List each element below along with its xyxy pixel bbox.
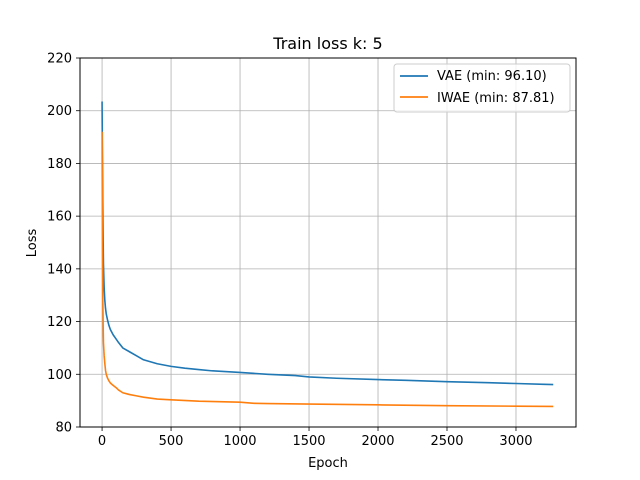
y-tick-label: 200 <box>47 104 72 119</box>
y-axis-label: Loss <box>25 229 40 258</box>
legend-box <box>393 63 571 113</box>
x-tick-label: 2500 <box>430 434 463 449</box>
x-tick-label: 0 <box>98 434 106 449</box>
series-line-0 <box>101 101 554 386</box>
x-axis-label: Epoch <box>308 456 348 471</box>
series-layer <box>101 101 554 408</box>
y-tick-label: 160 <box>47 210 72 225</box>
series-line-1 <box>101 131 554 408</box>
plot-frame <box>79 57 577 428</box>
x-tick-label: 1500 <box>292 434 325 449</box>
legend-label-iwae: IWAE (min: 87.81) <box>437 91 555 106</box>
x-tick-label: 500 <box>159 434 184 449</box>
x-tick-label: 3000 <box>499 434 532 449</box>
y-tick-label: 120 <box>47 315 72 330</box>
y-tick-label: 180 <box>47 157 72 172</box>
x-tick-label: 1000 <box>223 434 256 449</box>
y-tick-label: 80 <box>55 421 72 436</box>
x-tick-label: 2000 <box>361 434 394 449</box>
chart-title: Train loss k: 5 <box>272 34 382 53</box>
legend-label-vae: VAE (min: 96.10) <box>437 69 547 84</box>
y-tick-label: 220 <box>47 52 72 67</box>
y-tick-label: 100 <box>47 368 72 383</box>
legend: VAE (min: 96.10) IWAE (min: 87.81) <box>393 63 571 113</box>
ticks: 0 500 1000 1500 2000 2500 3000 80 100 120 140 160 18… <box>47 52 532 450</box>
y-tick-label: 140 <box>47 262 72 277</box>
